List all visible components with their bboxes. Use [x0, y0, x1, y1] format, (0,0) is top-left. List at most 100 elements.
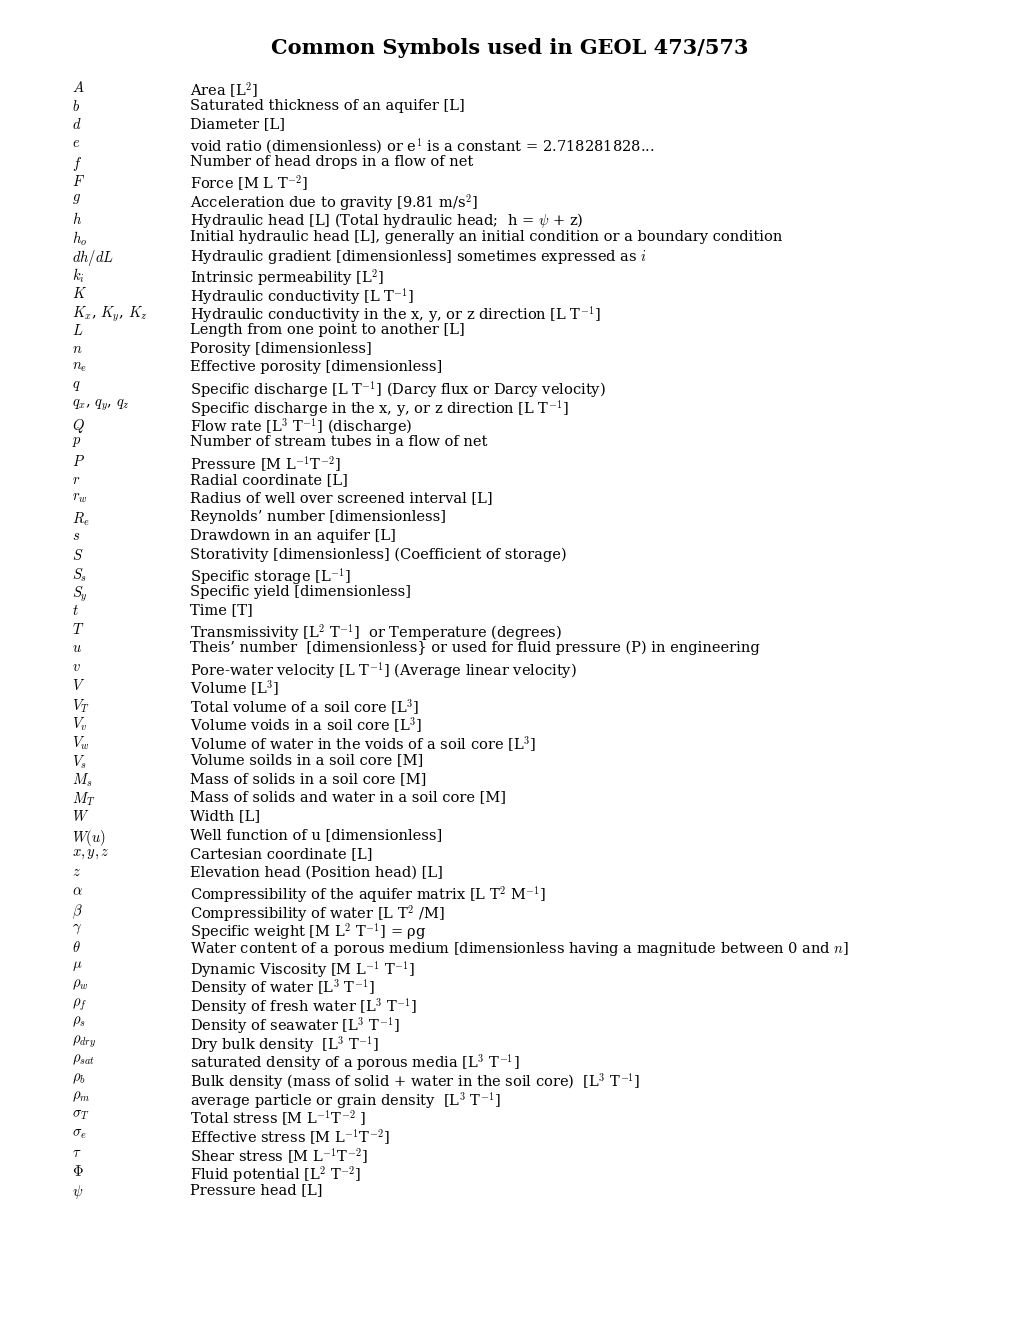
- Text: Radial coordinate [L]: Radial coordinate [L]: [190, 473, 347, 487]
- Text: $\gamma$: $\gamma$: [72, 921, 82, 936]
- Text: Well function of u [dimensionless]: Well function of u [dimensionless]: [190, 828, 442, 842]
- Text: $\mathit{s}$: $\mathit{s}$: [72, 529, 81, 543]
- Text: Volume [L$^3$]: Volume [L$^3$]: [190, 678, 279, 698]
- Text: $\Phi$: $\Phi$: [72, 1164, 84, 1179]
- Text: $\mathit{K_x}$, $\mathit{K_y}$, $\mathit{K_z}$: $\mathit{K_x}$, $\mathit{K_y}$, $\mathit…: [72, 305, 147, 323]
- Text: Time [T]: Time [T]: [190, 603, 253, 618]
- Text: Force [M L T$^{-2}$]: Force [M L T$^{-2}$]: [190, 173, 308, 193]
- Text: $\mathit{R_e}$: $\mathit{R_e}$: [72, 510, 90, 528]
- Text: Number of head drops in a flow of net: Number of head drops in a flow of net: [190, 154, 473, 169]
- Text: Volume of water in the voids of a soil core [L$^3$]: Volume of water in the voids of a soil c…: [190, 734, 536, 754]
- Text: $\alpha$: $\alpha$: [72, 884, 83, 898]
- Text: Pressure [M L$^{-1}$T$^{-2}$]: Pressure [M L$^{-1}$T$^{-2}$]: [190, 454, 340, 474]
- Text: Theis’ number  [dimensionless} or used for fluid pressure (P) in engineering: Theis’ number [dimensionless} or used fo…: [190, 642, 759, 656]
- Text: $\mathit{V_T}$: $\mathit{V_T}$: [72, 697, 90, 714]
- Text: $\mathit{V_w}$: $\mathit{V_w}$: [72, 734, 90, 752]
- Text: Specific storage [L$^{-1}$]: Specific storage [L$^{-1}$]: [190, 566, 351, 587]
- Text: $\mathit{z}$: $\mathit{z}$: [72, 866, 81, 879]
- Text: Pore-water velocity [L T$^{-1}$] (Average linear velocity): Pore-water velocity [L T$^{-1}$] (Averag…: [190, 660, 577, 681]
- Text: Effective porosity [dimensionless]: Effective porosity [dimensionless]: [190, 360, 442, 375]
- Text: $\mathit{L}$: $\mathit{L}$: [72, 323, 84, 338]
- Text: Bulk density (mass of solid + water in the soil core)  [L$^3$ T$^{-1}$]: Bulk density (mass of solid + water in t…: [190, 1071, 640, 1092]
- Text: Total volume of a soil core [L$^3$]: Total volume of a soil core [L$^3$]: [190, 697, 419, 717]
- Text: $\mathit{K}$: $\mathit{K}$: [72, 285, 87, 301]
- Text: $\mathit{n}$: $\mathit{n}$: [72, 342, 83, 356]
- Text: $\mathit{V_s}$: $\mathit{V_s}$: [72, 754, 87, 771]
- Text: $\mathit{t}$: $\mathit{t}$: [72, 603, 78, 618]
- Text: Volume soilds in a soil core [M]: Volume soilds in a soil core [M]: [190, 754, 423, 767]
- Text: Initial hydraulic head [L], generally an initial condition or a boundary conditi: Initial hydraulic head [L], generally an…: [190, 230, 782, 244]
- Text: $\mathit{e}$: $\mathit{e}$: [72, 136, 81, 150]
- Text: $\mathit{p}$: $\mathit{p}$: [72, 436, 82, 449]
- Text: Dynamic Viscosity [M L$^{-1}$ T$^{-1}$]: Dynamic Viscosity [M L$^{-1}$ T$^{-1}$]: [190, 958, 415, 979]
- Text: $\beta$: $\beta$: [72, 903, 83, 921]
- Text: $\mathit{T}$: $\mathit{T}$: [72, 622, 85, 638]
- Text: Compressibility of the aquifer matrix [L T$^2$ M$^{-1}$]: Compressibility of the aquifer matrix [L…: [190, 884, 546, 906]
- Text: Effective stress [M L$^{-1}$T$^{-2}$]: Effective stress [M L$^{-1}$T$^{-2}$]: [190, 1127, 389, 1147]
- Text: Specific discharge [L T$^{-1}$] (Darcy flux or Darcy velocity): Specific discharge [L T$^{-1}$] (Darcy f…: [190, 379, 605, 400]
- Text: $\mathit{F}$: $\mathit{F}$: [72, 173, 85, 189]
- Text: void ratio (dimensionless) or e$^1$ is a constant = 2.718281828...: void ratio (dimensionless) or e$^1$ is a…: [190, 136, 654, 156]
- Text: $\mathit{Q}$: $\mathit{Q}$: [72, 417, 85, 434]
- Text: Shear stress [M L$^{-1}$T$^{-2}$]: Shear stress [M L$^{-1}$T$^{-2}$]: [190, 1146, 367, 1166]
- Text: average particle or grain density  [L$^3$ T$^{-1}$]: average particle or grain density [L$^3$…: [190, 1090, 500, 1110]
- Text: saturated density of a porous media [L$^3$ T$^{-1}$]: saturated density of a porous media [L$^…: [190, 1052, 519, 1073]
- Text: $\mathit{V_v}$: $\mathit{V_v}$: [72, 715, 88, 734]
- Text: Elevation head (Position head) [L]: Elevation head (Position head) [L]: [190, 866, 442, 879]
- Text: Hydraulic conductivity in the x, y, or z direction [L T$^{-1}$]: Hydraulic conductivity in the x, y, or z…: [190, 305, 600, 325]
- Text: $\mathit{q_x}$, $\mathit{q_y}$, $\mathit{q_z}$: $\mathit{q_x}$, $\mathit{q_y}$, $\mathit…: [72, 397, 129, 413]
- Text: $\mathit{n_e}$: $\mathit{n_e}$: [72, 360, 87, 375]
- Text: Storativity [dimensionless] (Coefficient of storage): Storativity [dimensionless] (Coefficient…: [190, 548, 567, 562]
- Text: Porosity [dimensionless]: Porosity [dimensionless]: [190, 342, 371, 356]
- Text: Radius of well over screened interval [L]: Radius of well over screened interval [L…: [190, 491, 492, 506]
- Text: Density of fresh water [L$^3$ T$^{-1}$]: Density of fresh water [L$^3$ T$^{-1}$]: [190, 997, 417, 1018]
- Text: $\psi$: $\psi$: [72, 1183, 84, 1201]
- Text: Specific yield [dimensionless]: Specific yield [dimensionless]: [190, 585, 411, 599]
- Text: Area [L$^2$]: Area [L$^2$]: [190, 81, 258, 99]
- Text: $\mathit{b}$: $\mathit{b}$: [72, 99, 79, 114]
- Text: $\rho_f$: $\rho_f$: [72, 997, 87, 1012]
- Text: Hydraulic conductivity [L T$^{-1}$]: Hydraulic conductivity [L T$^{-1}$]: [190, 285, 414, 306]
- Text: Specific weight [M L$^2$ T$^{-1}$] = ρg: Specific weight [M L$^2$ T$^{-1}$] = ρg: [190, 921, 426, 942]
- Text: $\mathit{v}$: $\mathit{v}$: [72, 660, 81, 673]
- Text: Flow rate [L$^3$ T$^{-1}$] (discharge): Flow rate [L$^3$ T$^{-1}$] (discharge): [190, 417, 412, 437]
- Text: $\mathit{S}$: $\mathit{S}$: [72, 548, 84, 562]
- Text: $\mathit{u}$: $\mathit{u}$: [72, 642, 82, 655]
- Text: Length from one point to another [L]: Length from one point to another [L]: [190, 323, 465, 337]
- Text: Width [L]: Width [L]: [190, 809, 260, 824]
- Text: $\mathit{M_T}$: $\mathit{M_T}$: [72, 791, 95, 808]
- Text: $\rho_{dry}$: $\rho_{dry}$: [72, 1034, 97, 1051]
- Text: Specific discharge in the x, y, or z direction [L T$^{-1}$]: Specific discharge in the x, y, or z dir…: [190, 397, 569, 418]
- Text: Transmissivity [L$^2$ T$^{-1}$]  or Temperature (degrees): Transmissivity [L$^2$ T$^{-1}$] or Tempe…: [190, 622, 561, 643]
- Text: Mass of solids in a soil core [M]: Mass of solids in a soil core [M]: [190, 772, 426, 785]
- Text: Diameter [L]: Diameter [L]: [190, 117, 284, 132]
- Text: $\mathit{S_y}$: $\mathit{S_y}$: [72, 585, 88, 605]
- Text: Water content of a porous medium [dimensionless having a magnitude between 0 and: Water content of a porous medium [dimens…: [190, 940, 849, 958]
- Text: $\rho_s$: $\rho_s$: [72, 1015, 86, 1030]
- Text: $\sigma_e$: $\sigma_e$: [72, 1127, 87, 1142]
- Text: $\mathit{dh/dL}$: $\mathit{dh/dL}$: [72, 248, 114, 268]
- Text: $\mathit{A}$: $\mathit{A}$: [72, 81, 85, 95]
- Text: $\rho_b$: $\rho_b$: [72, 1071, 86, 1085]
- Text: Saturated thickness of an aquifer [L]: Saturated thickness of an aquifer [L]: [190, 99, 465, 112]
- Text: $\mathit{W(u)}$: $\mathit{W(u)}$: [72, 828, 106, 847]
- Text: $\mathit{V}$: $\mathit{V}$: [72, 678, 86, 693]
- Text: Volume voids in a soil core [L$^3$]: Volume voids in a soil core [L$^3$]: [190, 715, 422, 735]
- Text: $\mathit{h_o}$: $\mathit{h_o}$: [72, 230, 87, 248]
- Text: Reynolds’ number [dimensionless]: Reynolds’ number [dimensionless]: [190, 510, 445, 524]
- Text: $\mathit{x, y, z}$: $\mathit{x, y, z}$: [72, 846, 109, 861]
- Text: $\rho_m$: $\rho_m$: [72, 1090, 91, 1105]
- Text: Acceleration due to gravity [9.81 m/s$^2$]: Acceleration due to gravity [9.81 m/s$^2…: [190, 193, 478, 213]
- Text: $\mathit{r}$: $\mathit{r}$: [72, 473, 81, 487]
- Text: $\theta$: $\theta$: [72, 940, 81, 956]
- Text: $\mathit{W}$: $\mathit{W}$: [72, 809, 90, 824]
- Text: $\mathit{d}$: $\mathit{d}$: [72, 117, 82, 132]
- Text: $\mathit{k_i}$: $\mathit{k_i}$: [72, 267, 85, 285]
- Text: Dry bulk density  [L$^3$ T$^{-1}$]: Dry bulk density [L$^3$ T$^{-1}$]: [190, 1034, 379, 1055]
- Text: $\mathit{S_s}$: $\mathit{S_s}$: [72, 566, 87, 583]
- Text: $\mathit{r_w}$: $\mathit{r_w}$: [72, 491, 88, 506]
- Text: Mass of solids and water in a soil core [M]: Mass of solids and water in a soil core …: [190, 791, 505, 805]
- Text: $\mathit{q}$: $\mathit{q}$: [72, 379, 81, 393]
- Text: Total stress [M L$^{-1}$T$^{-2}$ ]: Total stress [M L$^{-1}$T$^{-2}$ ]: [190, 1109, 366, 1129]
- Text: $\mathit{P}$: $\mathit{P}$: [72, 454, 85, 469]
